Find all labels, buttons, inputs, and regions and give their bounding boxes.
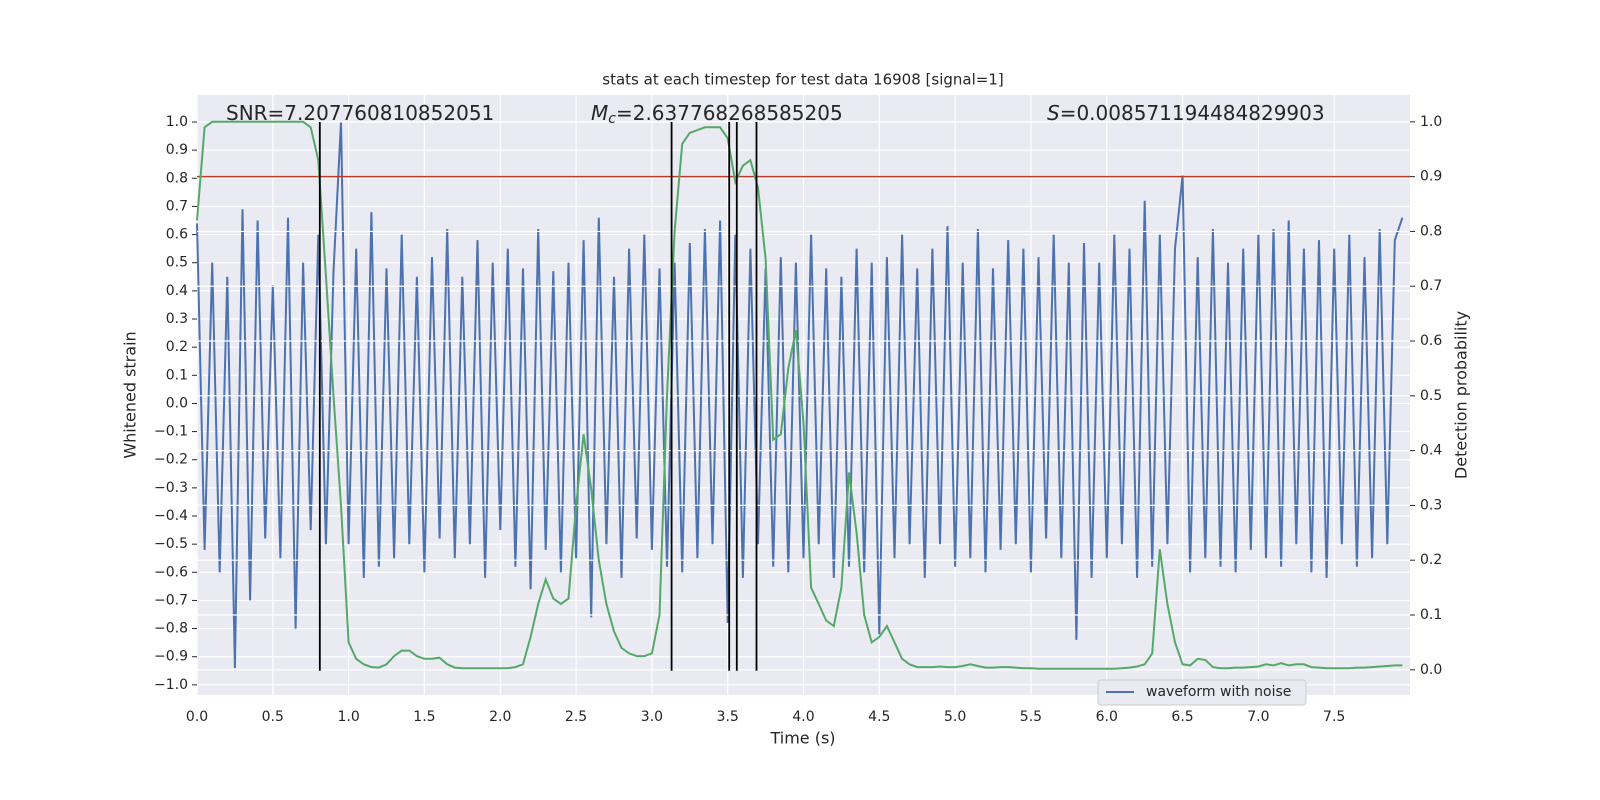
y2-axis-label: Detection probability	[1452, 311, 1471, 479]
annotation: Mc=2.637768268585205	[591, 101, 843, 128]
x-tick-label: 4.5	[868, 709, 890, 725]
legend-label: waveform with noise	[1146, 684, 1291, 700]
annotation-text: =2.637768268585205	[616, 101, 843, 125]
annotation-text: SNR=7.207760810852051	[226, 101, 494, 125]
y-axis-label: Whitened strain	[121, 331, 140, 458]
y-tick-label: 0.0	[166, 395, 188, 411]
annotation-symbol: S	[1047, 101, 1060, 125]
x-tick-label: 1.0	[337, 709, 359, 725]
y-tick-label: −0.8	[154, 621, 188, 637]
y2-tick-label: 0.8	[1420, 223, 1442, 239]
y-tick-label: −0.9	[154, 649, 188, 665]
x-tick-label: 5.5	[1020, 709, 1042, 725]
y-tick-label: −0.3	[154, 480, 188, 496]
x-tick-label: 2.5	[565, 709, 587, 725]
x-tick-label: 7.5	[1323, 709, 1345, 725]
annotation-text: =0.008571194484829903	[1060, 101, 1325, 125]
y-tick-label: −0.6	[154, 564, 188, 580]
y-tick-label: −0.5	[154, 536, 188, 552]
y2-tick-label: 1.0	[1420, 114, 1442, 130]
y-tick-label: 0.4	[166, 283, 188, 299]
y-tick-label: 1.0	[166, 114, 188, 130]
probability-line	[196, 120, 1403, 670]
x-tick-label: 4.0	[792, 709, 814, 725]
y-tick-label: 0.9	[166, 142, 188, 158]
y-tick-label: 0.6	[166, 227, 188, 243]
annotation-symbol: M	[591, 101, 608, 125]
x-tick-label: 6.5	[1171, 709, 1193, 725]
y-tick-label: 0.5	[166, 255, 188, 271]
annotation: SNR=7.207760810852051	[226, 101, 494, 125]
y2-tick-label: 0.3	[1420, 497, 1442, 513]
y2-tick-label: 0.7	[1420, 278, 1442, 294]
y-tick-label: 0.3	[166, 311, 188, 327]
y2-tick-label: 0.6	[1420, 333, 1442, 349]
y2-tick-label: 0.1	[1420, 607, 1442, 623]
y2-tick-label: 0.0	[1420, 662, 1442, 678]
x-tick-label: 7.0	[1247, 709, 1269, 725]
y2-tick-label: 0.5	[1420, 388, 1442, 404]
y-tick-label: −0.7	[154, 592, 188, 608]
y-tick-label: −0.2	[154, 452, 188, 468]
y2-tick-label: 0.2	[1420, 552, 1442, 568]
y-tick-label: −0.4	[154, 508, 188, 524]
x-axis-label: Time (s)	[769, 729, 835, 748]
x-tick-label: 3.5	[717, 709, 739, 725]
y-tick-label: 0.8	[166, 170, 188, 186]
legend-box	[1097, 679, 1307, 706]
chart-title: stats at each timestep for test data 169…	[602, 71, 1003, 89]
x-tick-label: 5.0	[944, 709, 966, 725]
x-tick-label: 3.0	[641, 709, 663, 725]
annotation: S=0.008571194484829903	[1047, 101, 1325, 125]
x-tick-label: 1.5	[413, 709, 435, 725]
y2-tick-label: 0.4	[1420, 443, 1442, 459]
x-tick-label: 0.5	[262, 709, 284, 725]
x-tick-label: 6.0	[1096, 709, 1118, 725]
y-tick-label: −1.0	[154, 677, 188, 693]
y-tick-label: 0.7	[166, 198, 188, 214]
y-tick-label: 0.1	[166, 367, 188, 383]
x-tick-label: 0.0	[186, 709, 208, 725]
y-tick-label: 0.2	[166, 339, 188, 355]
y2-tick-label: 0.9	[1420, 169, 1442, 185]
x-tick-label: 2.0	[489, 709, 511, 725]
legend: waveform with noise	[1097, 679, 1307, 706]
y-tick-label: −0.1	[154, 424, 188, 440]
annotation-subscript: c	[608, 111, 616, 127]
